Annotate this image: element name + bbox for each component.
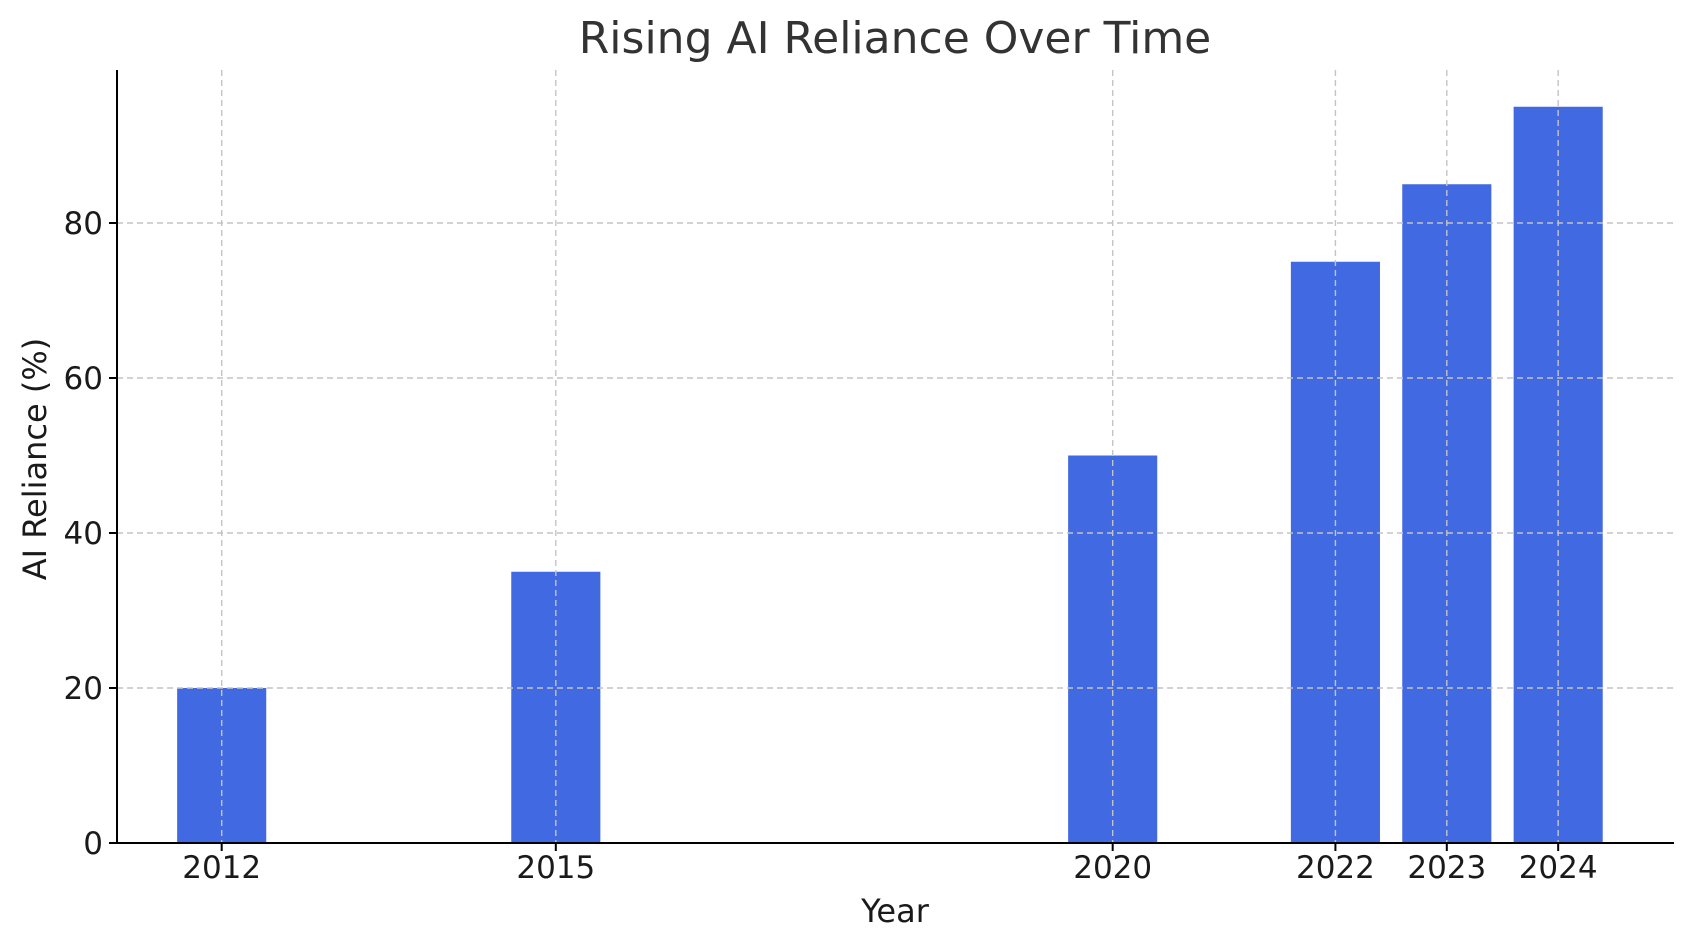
tick-labels: 0 20 40 60 80 2012 2015 2020 2022 2023 2024 bbox=[64, 206, 1598, 886]
y-tick-label-40: 40 bbox=[64, 516, 103, 552]
bars bbox=[177, 106, 1603, 843]
x-tick-label-2015: 2015 bbox=[516, 850, 595, 886]
y-tick-label-80: 80 bbox=[64, 206, 103, 242]
bar-2015 bbox=[511, 571, 601, 843]
y-tick-label-20: 20 bbox=[64, 671, 103, 707]
grid-lines bbox=[117, 70, 1674, 843]
axes bbox=[109, 70, 1674, 851]
y-tick-label-0: 0 bbox=[83, 826, 103, 862]
x-tick-label-2020: 2020 bbox=[1073, 850, 1152, 886]
chart-title: Rising AI Reliance Over Time bbox=[579, 13, 1212, 64]
y-tick-label-60: 60 bbox=[64, 361, 103, 397]
x-axis-label: Year bbox=[860, 892, 930, 930]
x-tick-label-2023: 2023 bbox=[1407, 850, 1486, 886]
x-tick-label-2022: 2022 bbox=[1296, 850, 1375, 886]
x-tick-label-2012: 2012 bbox=[182, 850, 261, 886]
y-axis-label: AI Reliance (%) bbox=[16, 338, 54, 580]
x-tick-label-2024: 2024 bbox=[1519, 850, 1598, 886]
